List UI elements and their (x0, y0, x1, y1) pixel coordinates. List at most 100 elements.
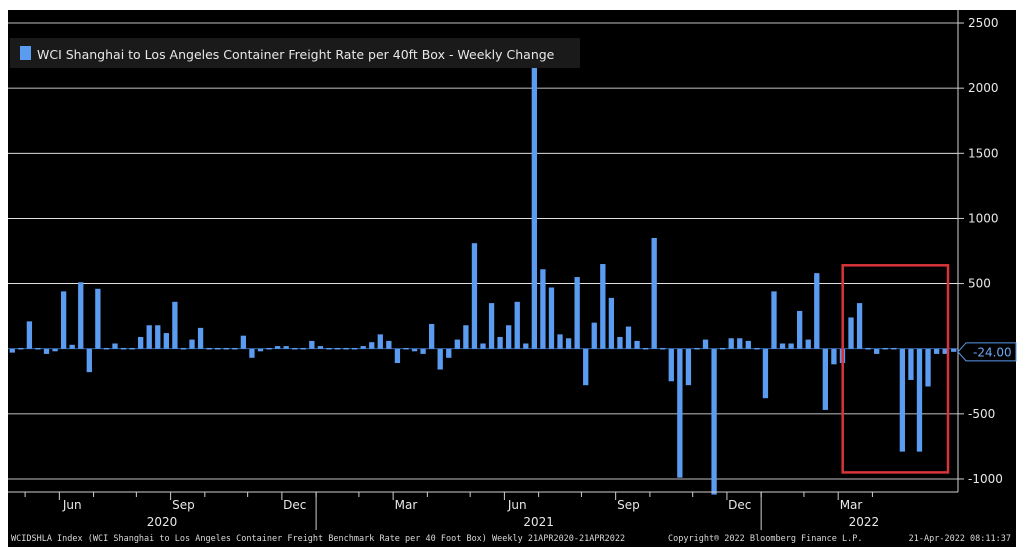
y-tick-label: -1000 (968, 472, 1003, 486)
highlight-box (841, 264, 950, 474)
bar (899, 348, 906, 452)
last-value-tag: -24.00 (957, 342, 1017, 362)
bar (908, 348, 914, 380)
bar (369, 342, 375, 349)
footer: WCIDSHLA Index (WCI Shanghai to Los Ange… (11, 534, 1011, 544)
bar (120, 347, 127, 350)
bar (822, 348, 828, 410)
x-tick-label: Dec (283, 498, 306, 512)
bar (779, 343, 786, 349)
bar (951, 348, 957, 352)
bar (334, 347, 341, 350)
x-tick-label: Dec (728, 498, 751, 512)
bar (574, 277, 580, 349)
bar (429, 323, 435, 349)
bar (882, 347, 888, 350)
bar (377, 334, 383, 349)
bar (805, 339, 811, 349)
bar (540, 269, 546, 349)
bar (95, 288, 101, 349)
footer-timestamp: 21-Apr-2022 08:11:37 (909, 534, 1011, 544)
bar (266, 347, 272, 350)
bar (651, 237, 657, 349)
bar (60, 291, 67, 349)
bar (206, 347, 212, 350)
y-axis: 2500 2000 1500 1000 500 -500 -1000 (957, 10, 1003, 492)
bar (488, 303, 495, 349)
legend-label: WCI Shanghai to Los Angeles Container Fr… (37, 47, 555, 62)
bar (660, 347, 666, 350)
bar (891, 347, 897, 350)
bar (26, 321, 33, 349)
bar (18, 347, 24, 350)
x-tick-label: Mar (395, 498, 418, 512)
y-tick-label: 2500 (968, 16, 999, 30)
bar (35, 347, 41, 350)
bar (112, 343, 118, 349)
bar (814, 273, 820, 349)
bar (78, 282, 84, 349)
bar (942, 348, 948, 354)
bar (463, 325, 469, 349)
bar (600, 264, 606, 349)
bar (762, 348, 769, 399)
x-tick-label: Mar (840, 498, 863, 512)
bar (480, 343, 486, 349)
bar (9, 348, 15, 353)
bar (608, 297, 615, 349)
bar (565, 338, 572, 349)
bar (531, 63, 538, 349)
bar (694, 347, 700, 350)
y-tick-label: 500 (968, 277, 991, 291)
footer-index-description: WCIDSHLA Index (WCI Shanghai to Los Ange… (11, 534, 625, 544)
bar (856, 303, 863, 349)
y-tick-label: 2000 (968, 81, 999, 95)
bar (737, 338, 743, 349)
bar (403, 347, 409, 350)
bar (249, 348, 255, 358)
bar (625, 326, 632, 349)
bar (925, 348, 931, 387)
bar (848, 317, 854, 349)
bar (223, 347, 229, 350)
bar (454, 339, 460, 349)
bar (197, 327, 204, 349)
bar (420, 348, 426, 354)
bar (274, 346, 281, 349)
legend: WCI Shanghai to Los Angeles Container Fr… (10, 38, 580, 68)
bar (523, 343, 529, 349)
bar (754, 347, 760, 350)
y-tick-label: 1500 (968, 146, 999, 160)
bar (677, 348, 683, 478)
bar (240, 335, 247, 349)
bar (933, 348, 940, 354)
bar (129, 347, 135, 350)
bar (43, 348, 50, 354)
bar (583, 348, 589, 386)
bar (514, 301, 520, 349)
bar (916, 348, 923, 452)
bar (591, 322, 597, 349)
bar (292, 347, 298, 350)
y-tick-label: 1000 (968, 211, 999, 225)
bar (86, 348, 92, 373)
bar (317, 346, 324, 349)
bar (745, 340, 751, 349)
bar (180, 347, 187, 350)
x-tick-label: Sep (172, 498, 195, 512)
x-axis: Jun Sep Dec Mar Jun Sep Dec Mar 2020 2021 2022 (8, 491, 958, 530)
bar (215, 347, 221, 350)
gridlines (8, 22, 958, 480)
x-year-label: 2022 (849, 515, 880, 529)
bar (471, 243, 478, 349)
bar (69, 344, 75, 349)
bar (728, 338, 734, 349)
y-tick-label: -500 (968, 407, 995, 421)
bar (138, 336, 144, 349)
bar (351, 347, 358, 350)
bar (719, 347, 726, 350)
bar (300, 347, 306, 350)
bar (702, 339, 709, 349)
bar (411, 348, 418, 352)
